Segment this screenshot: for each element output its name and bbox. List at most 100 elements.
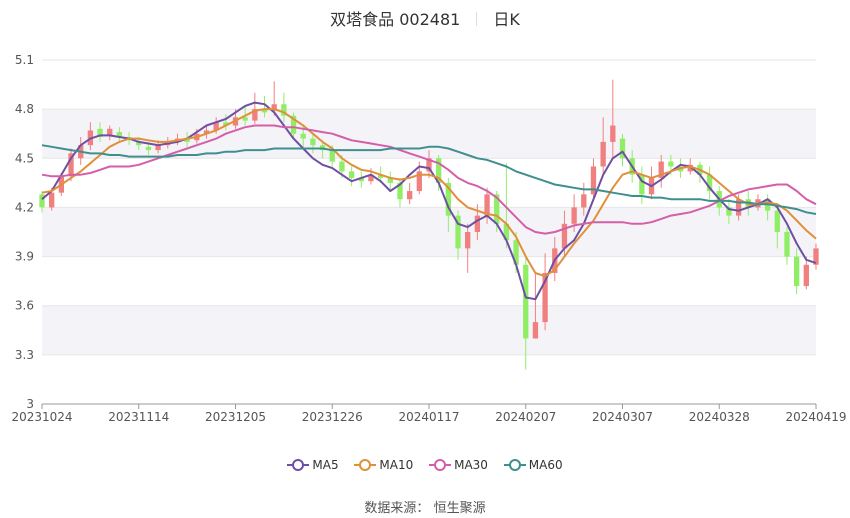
candle-body [803, 264, 809, 287]
candle [726, 199, 732, 224]
candle-body [523, 264, 529, 339]
candle-body [387, 177, 393, 183]
candle-body [774, 210, 780, 232]
x-tick-label: 20231024 [11, 410, 72, 424]
legend-label-ma30: MA30 [454, 458, 488, 472]
legend-item-ma60[interactable]: MA60 [503, 458, 563, 472]
y-tick-label: 4.5 [15, 151, 34, 165]
y-tick-label: 3.3 [15, 348, 34, 362]
candle [426, 150, 432, 178]
candle-body [445, 182, 452, 216]
candle-body [155, 145, 161, 151]
y-tick-label: 4.2 [15, 200, 34, 214]
source-label: 数据来源： [364, 501, 430, 516]
candle-body [242, 117, 248, 121]
candle [542, 253, 548, 331]
candle [813, 243, 819, 270]
candle [39, 191, 45, 213]
data-source: 数据来源： 恒生聚源 [0, 497, 850, 516]
candle-body [532, 322, 539, 339]
candle-body [68, 153, 74, 177]
x-axis: 20231024 20231114 20231205 20231226 20240117… [11, 403, 847, 424]
candle [610, 79, 616, 159]
plot-band [42, 207, 816, 257]
candle [590, 158, 597, 200]
header-divider [476, 12, 478, 26]
candle [774, 204, 780, 249]
candle [290, 112, 297, 139]
candle-body [494, 194, 500, 224]
candle [261, 96, 268, 118]
period-label: 日K [493, 10, 520, 29]
candle [455, 210, 461, 260]
candlestick-chart: 5.14.84.54.23.93.63.33 20231024 20231114 2… [11, 53, 847, 424]
candle-body [97, 128, 103, 137]
candle-body [406, 191, 413, 200]
x-tick-label: 20240307 [592, 410, 653, 424]
legend-item-ma5[interactable]: MA5 [287, 458, 339, 472]
legend-label-ma5: MA5 [312, 458, 339, 472]
legend-item-ma10[interactable]: MA10 [354, 458, 413, 472]
candle-body [107, 128, 113, 136]
candle [619, 133, 626, 167]
candle [387, 171, 393, 192]
candle-body [416, 171, 422, 192]
legend: MA5 MA10 MA30 MA60 [0, 458, 850, 472]
y-tick-label: 4.8 [15, 102, 34, 116]
y-tick-label: 3 [26, 397, 34, 411]
candle-body [465, 232, 471, 249]
candle-body [184, 138, 190, 142]
candle-body [358, 177, 364, 182]
candle-body [39, 194, 45, 208]
candle [116, 127, 123, 142]
candle [310, 133, 316, 154]
ma-line-ma30 [41, 124, 817, 235]
candle [523, 256, 529, 370]
candle-body [213, 122, 219, 131]
candle [281, 92, 287, 123]
x-tick-label: 20240117 [398, 410, 459, 424]
candle-body [590, 166, 597, 195]
x-tick-label: 20231226 [302, 410, 363, 424]
candle-body [310, 138, 316, 146]
y-tick-label: 3.6 [15, 299, 34, 313]
candle-body [474, 215, 481, 232]
candle [803, 256, 809, 290]
ma-line-ma10 [41, 108, 817, 278]
candle-body [281, 104, 287, 116]
candle [252, 92, 258, 124]
candle [658, 155, 664, 188]
candle [639, 166, 645, 205]
candle-body [436, 158, 442, 183]
candle-body [513, 240, 519, 265]
chart-header: 双塔食品 002481 日K [0, 6, 850, 30]
candle-body [223, 122, 229, 126]
legend-item-ma30[interactable]: MA30 [429, 458, 488, 472]
legend-label-ma10: MA10 [379, 458, 414, 472]
x-tick-label: 20240328 [689, 410, 750, 424]
candle-body [49, 192, 55, 208]
candle-body [339, 161, 345, 172]
candle [223, 114, 229, 131]
x-tick-label: 20240419 [785, 410, 846, 424]
candle-body [561, 223, 568, 249]
candle-body [687, 164, 693, 172]
plot-band [42, 305, 816, 355]
candle [397, 177, 403, 208]
candle [581, 182, 587, 216]
candle [706, 166, 713, 200]
candle [484, 187, 490, 224]
candle [793, 248, 800, 295]
candle [97, 122, 103, 142]
candle-body [542, 272, 548, 323]
candle-body [136, 141, 142, 146]
source-value: 恒生聚源 [433, 501, 486, 516]
candle-body [271, 104, 277, 111]
candle-body [484, 194, 490, 216]
candle-body [668, 161, 674, 167]
candle-body [600, 141, 606, 167]
candle-body [455, 215, 461, 249]
candle [68, 148, 74, 182]
candle-body [252, 109, 258, 121]
candle-body [426, 158, 432, 172]
